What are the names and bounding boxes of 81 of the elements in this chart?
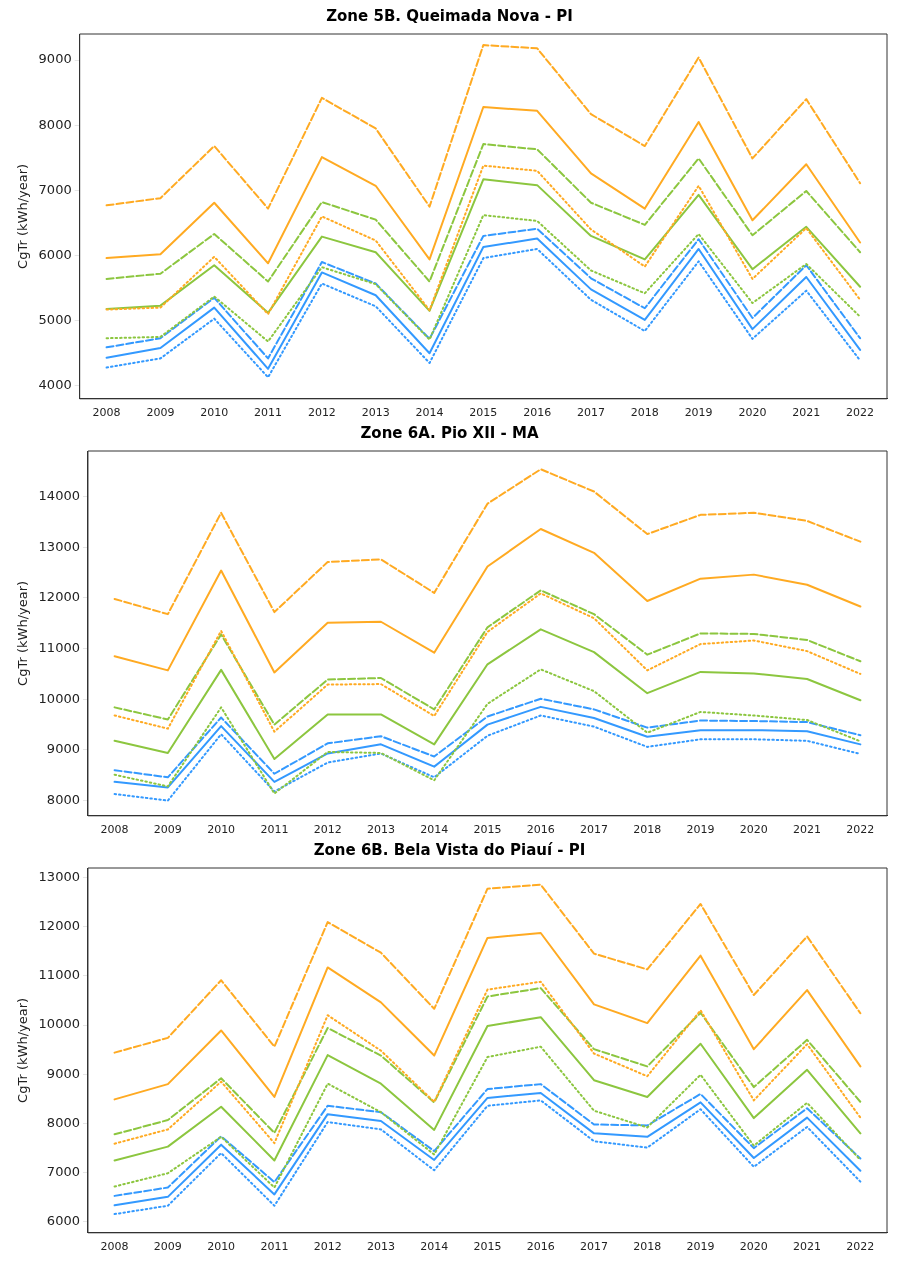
x-tick-label: 2015 (473, 823, 502, 837)
y-tick-label: 13000 (38, 538, 80, 554)
line-series (113, 1045, 862, 1189)
y-tick-label: 12000 (38, 917, 80, 933)
y-tick-label: 8000 (38, 116, 72, 132)
y-tick-label: 8000 (46, 791, 80, 807)
x-tick-label: 2019 (686, 823, 715, 837)
x-tick-label: 2014 (415, 406, 444, 420)
x-tick-label: 2012 (313, 823, 342, 837)
y-tick-label: 8000 (46, 1114, 80, 1130)
y-tick-label: 6000 (38, 246, 72, 262)
x-tick-label: 2011 (260, 1240, 289, 1254)
y-tick-label: 11000 (38, 967, 80, 983)
x-tick-label: 2016 (523, 406, 552, 420)
y-tick-label: 10000 (38, 690, 80, 706)
x-tick-label: 2017 (580, 1240, 609, 1254)
chart-title: Zone 6A. Pio XII - MA (360, 423, 539, 442)
y-tick-label: 9000 (46, 741, 80, 757)
x-tick-label: 2009 (146, 406, 175, 420)
x-tick-label: 2013 (361, 406, 390, 420)
line-series (113, 468, 862, 616)
x-tick-label: 2015 (469, 406, 498, 420)
x-tick-label: 2015 (473, 1240, 502, 1254)
y-tick-label: 7000 (46, 1164, 80, 1180)
x-tick-label: 2022 (846, 406, 875, 420)
y-axis-title: CgTr (kWh/year) (15, 997, 31, 1103)
x-tick-label: 2013 (366, 823, 395, 837)
chart-title: Zone 6B. Bela Vista do Piauí - PI (313, 840, 586, 859)
x-tick-label: 2018 (630, 406, 659, 420)
x-tick-label: 2008 (100, 823, 129, 837)
line-series (105, 214, 862, 343)
x-tick-label: 2020 (739, 1240, 768, 1254)
x-tick-label: 2020 (739, 823, 768, 837)
y-tick-label: 6000 (46, 1213, 80, 1229)
x-tick-label: 2016 (526, 1240, 555, 1254)
x-tick-label: 2012 (307, 406, 336, 420)
line-series (113, 883, 862, 1054)
x-tick-label: 2009 (153, 1240, 182, 1254)
line-series (113, 714, 862, 802)
x-tick-label: 2021 (793, 1240, 822, 1254)
y-axis-title: CgTr (kWh/year) (15, 163, 31, 269)
y-tick-label: 4000 (38, 377, 72, 393)
x-tick-label: 2014 (420, 1240, 449, 1254)
x-tick-label: 2022 (846, 823, 875, 837)
x-tick-label: 2017 (576, 406, 605, 420)
x-tick-label: 2022 (846, 1240, 875, 1254)
x-tick-label: 2021 (792, 406, 821, 420)
y-tick-label: 14000 (38, 487, 80, 503)
x-tick-label: 2017 (580, 823, 609, 837)
x-tick-label: 2008 (100, 1240, 129, 1254)
x-tick-label: 2010 (207, 823, 236, 837)
x-tick-label: 2019 (686, 1240, 715, 1254)
x-tick-label: 2020 (738, 406, 767, 420)
x-tick-label: 2012 (313, 1240, 342, 1254)
chart-title: Zone 5B. Queimada Nova - PI (326, 6, 573, 25)
x-tick-label: 2011 (254, 406, 283, 420)
line-series (105, 44, 862, 210)
line-series (113, 697, 862, 779)
y-tick-label: 11000 (38, 639, 80, 655)
x-tick-label: 2008 (92, 406, 121, 420)
y-tick-label: 9000 (46, 1065, 80, 1081)
y-axis-title: CgTr (kWh/year) (15, 580, 31, 686)
x-tick-label: 2016 (526, 823, 555, 837)
y-tick-label: 10000 (38, 1016, 80, 1032)
line-series (105, 143, 862, 283)
y-tick-label: 13000 (38, 868, 80, 884)
line-series (113, 668, 862, 795)
y-tick-label: 9000 (38, 51, 72, 67)
x-tick-label: 2018 (633, 823, 662, 837)
y-tick-label: 7000 (38, 181, 72, 197)
x-tick-label: 2011 (260, 823, 289, 837)
y-tick-label: 5000 (38, 312, 72, 327)
x-tick-label: 2021 (793, 823, 822, 837)
x-tick-label: 2013 (366, 1240, 395, 1254)
x-tick-label: 2010 (200, 406, 229, 420)
x-tick-label: 2009 (153, 823, 182, 837)
x-tick-label: 2010 (207, 1240, 236, 1254)
x-tick-label: 2014 (420, 823, 449, 837)
y-tick-label: 12000 (38, 589, 80, 605)
x-tick-label: 2018 (633, 1240, 662, 1254)
x-tick-label: 2019 (684, 406, 713, 420)
